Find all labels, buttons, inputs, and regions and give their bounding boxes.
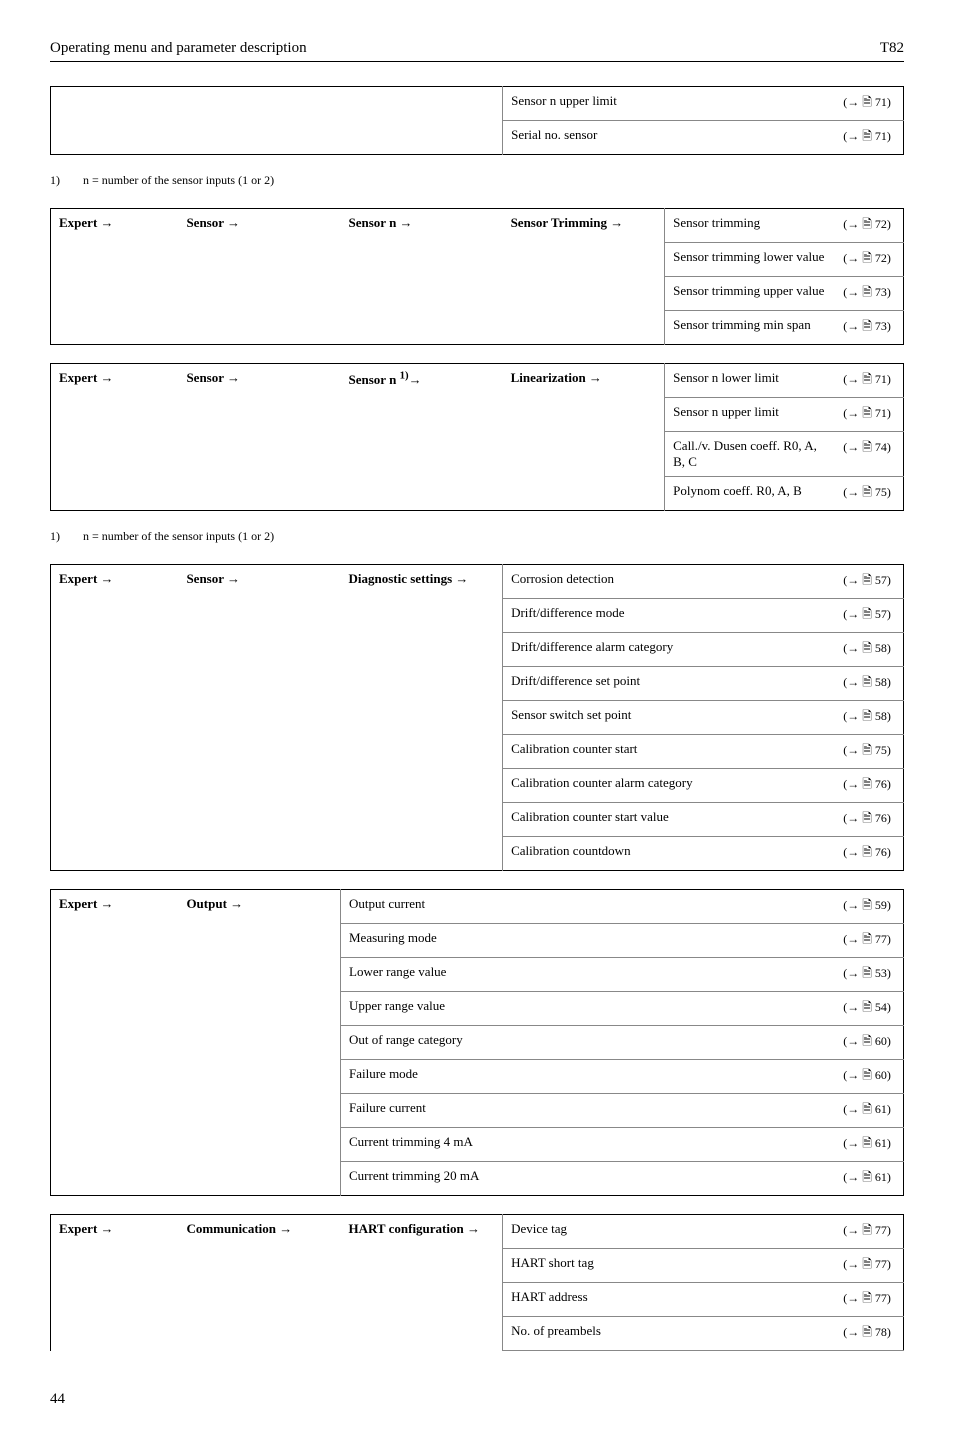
page-ref: (→ 🗎 71) (835, 121, 903, 155)
menu-path: HART configuration → (341, 1215, 503, 1351)
param-label: Output current (341, 890, 836, 924)
menu-path: Expert → (51, 1215, 179, 1351)
param-label: Calibration counter start value (503, 803, 836, 837)
page-ref: (→ 🗎 59) (835, 890, 903, 924)
page-ref: (→ 🗎 76) (835, 837, 903, 871)
page-ref: (→ 🗎 58) (835, 633, 903, 667)
page-ref: (→ 🗎 60) (835, 1060, 903, 1094)
param-label: Sensor trimming min span (665, 311, 836, 345)
param-label: HART short tag (503, 1249, 836, 1283)
page-ref: (→ 🗎 72) (835, 243, 903, 277)
param-label: Upper range value (341, 992, 836, 1026)
page-ref: (→ 🗎 75) (835, 735, 903, 769)
page-ref: (→ 🗎 73) (835, 311, 903, 345)
page-ref: (→ 🗎 73) (835, 277, 903, 311)
page-ref: (→ 🗎 71) (835, 87, 903, 121)
page-ref: (→ 🗎 77) (835, 1249, 903, 1283)
menu-path: Sensor n 1)→ (341, 364, 503, 511)
page-ref: (→ 🗎 78) (835, 1317, 903, 1351)
param-label: Serial no. sensor (503, 121, 836, 155)
param-label: Calibration counter alarm category (503, 769, 836, 803)
page-ref: (→ 🗎 61) (835, 1094, 903, 1128)
menu-path: Expert → (51, 364, 179, 511)
param-label: Polynom coeff. R0, A, B (665, 477, 836, 511)
page-header: Operating menu and parameter description… (50, 40, 904, 62)
param-label: No. of preambels (503, 1317, 836, 1351)
param-label: Sensor n lower limit (665, 364, 836, 398)
page-ref: (→ 🗎 76) (835, 769, 903, 803)
menu-path: Sensor Trimming → (503, 209, 665, 345)
param-label: Call./v. Dusen coeff. R0, A, B, C (665, 432, 836, 477)
param-label: Drift/difference mode (503, 599, 836, 633)
param-label: Current trimming 4 mA (341, 1128, 836, 1162)
page-ref: (→ 🗎 58) (835, 701, 903, 735)
param-label: HART address (503, 1283, 836, 1317)
page-ref: (→ 🗎 57) (835, 565, 903, 599)
menu-path: Sensor n → (341, 209, 503, 345)
table-intro: Sensor n upper limit (→ 🗎 71) Serial no.… (50, 86, 904, 155)
param-label: Sensor n upper limit (503, 87, 836, 121)
header-left: Operating menu and parameter description (50, 40, 307, 57)
param-label: Sensor trimming upper value (665, 277, 836, 311)
param-label: Sensor trimming (665, 209, 836, 243)
page-ref: (→ 🗎 77) (835, 1215, 903, 1249)
page-ref: (→ 🗎 57) (835, 599, 903, 633)
page-ref: (→ 🗎 53) (835, 958, 903, 992)
table-linearization: Expert → Sensor → Sensor n 1)→ Lineariza… (50, 363, 904, 511)
page-ref: (→ 🗎 77) (835, 1283, 903, 1317)
table-trimming: Expert → Sensor → Sensor n → Sensor Trim… (50, 208, 904, 345)
table-communication: Expert → Communication → HART configurat… (50, 1214, 904, 1351)
param-label: Failure mode (341, 1060, 836, 1094)
param-label: Calibration counter start (503, 735, 836, 769)
param-label: Current trimming 20 mA (341, 1162, 836, 1196)
table-output: Expert → Output → Output current (→ 🗎 59… (50, 889, 904, 1196)
param-label: Measuring mode (341, 924, 836, 958)
header-right: T82 (880, 40, 904, 57)
page-ref: (→ 🗎 76) (835, 803, 903, 837)
param-label: Calibration countdown (503, 837, 836, 871)
menu-path: Diagnostic settings → (341, 565, 503, 871)
menu-path: Expert → (51, 890, 179, 1196)
page-ref: (→ 🗎 54) (835, 992, 903, 1026)
page-ref: (→ 🗎 72) (835, 209, 903, 243)
menu-path: Sensor → (178, 209, 340, 345)
footnote: 1) n = number of the sensor inputs (1 or… (50, 173, 904, 188)
page-ref: (→ 🗎 71) (835, 398, 903, 432)
page-ref: (→ 🗎 61) (835, 1128, 903, 1162)
menu-path: Output → (178, 890, 340, 1196)
param-label: Drift/difference alarm category (503, 633, 836, 667)
page-ref: (→ 🗎 74) (835, 432, 903, 477)
menu-path: Expert → (51, 565, 179, 871)
page-number: 44 (50, 1391, 904, 1408)
menu-path: Expert → (51, 209, 179, 345)
menu-path: Linearization → (503, 364, 665, 511)
table-diagnostic: Expert → Sensor → Diagnostic settings → … (50, 564, 904, 871)
menu-path: Communication → (178, 1215, 340, 1351)
param-label: Corrosion detection (503, 565, 836, 599)
page-ref: (→ 🗎 75) (835, 477, 903, 511)
param-label: Lower range value (341, 958, 836, 992)
footnote: 1) n = number of the sensor inputs (1 or… (50, 529, 904, 544)
param-label: Sensor switch set point (503, 701, 836, 735)
param-label: Device tag (503, 1215, 836, 1249)
param-label: Sensor trimming lower value (665, 243, 836, 277)
param-label: Sensor n upper limit (665, 398, 836, 432)
page-ref: (→ 🗎 77) (835, 924, 903, 958)
param-label: Out of range category (341, 1026, 836, 1060)
page-ref: (→ 🗎 71) (835, 364, 903, 398)
menu-path: Sensor → (178, 364, 340, 511)
page-ref: (→ 🗎 61) (835, 1162, 903, 1196)
page-ref: (→ 🗎 60) (835, 1026, 903, 1060)
param-label: Failure current (341, 1094, 836, 1128)
param-label: Drift/difference set point (503, 667, 836, 701)
page-ref: (→ 🗎 58) (835, 667, 903, 701)
menu-path: Sensor → (178, 565, 340, 871)
